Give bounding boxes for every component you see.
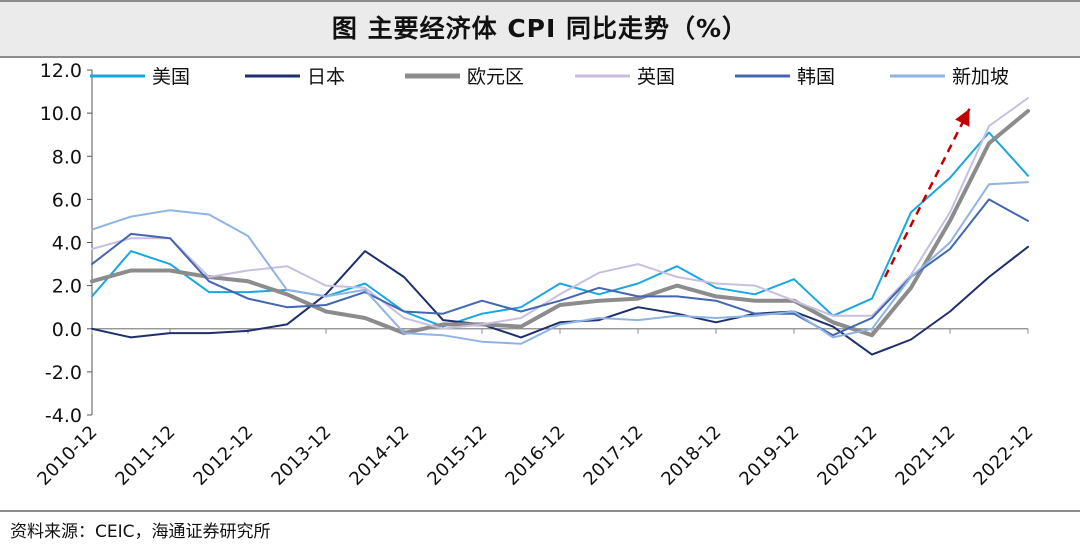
y-tick-label: 12.0	[40, 60, 82, 82]
legend-label: 新加坡	[952, 66, 1009, 88]
y-tick-label: 2.0	[52, 276, 82, 298]
annotation-group	[883, 108, 971, 278]
y-tick-label: 4.0	[52, 233, 82, 255]
y-tick-label: 8.0	[52, 146, 82, 168]
x-tick-label: 2011-12	[111, 422, 179, 490]
x-tick-label: 2022-12	[969, 422, 1037, 490]
legend-group: 美国 日本 欧元区 英国 韩国 新加坡	[90, 66, 1009, 88]
x-tick-label: 2014-12	[345, 422, 413, 490]
y-tick-label: -2.0	[45, 362, 82, 384]
source-note: 资料来源：CEIC，海通证券研究所	[10, 522, 271, 542]
legend-label: 韩国	[797, 66, 835, 88]
trend-arrow-head	[955, 108, 970, 127]
x-tick-label: 2012-12	[189, 422, 257, 490]
y-tick-label: 6.0	[52, 189, 82, 211]
x-tick-label: 2013-12	[267, 422, 335, 490]
series-line-4	[91, 198, 1029, 337]
legend-label: 英国	[637, 66, 675, 88]
legend-label: 日本	[307, 66, 345, 88]
legend-label: 欧元区	[467, 66, 524, 88]
x-tick-label: 2015-12	[423, 422, 491, 490]
legend-label: 美国	[152, 66, 190, 88]
y-tick-label: -4.0	[45, 405, 82, 427]
y-tick-label: 0.0	[52, 319, 82, 341]
x-tick-label: 2018-12	[657, 422, 725, 490]
series-line-5	[91, 181, 1029, 345]
x-tick-label: 2020-12	[813, 422, 881, 490]
x-tick-label: 2016-12	[501, 422, 569, 490]
series-line-0	[91, 131, 1029, 328]
x-tick-label: 2017-12	[579, 422, 647, 490]
chart-title-bar: 图 主要经济体 CPI 同比走势（%）	[0, 0, 1080, 58]
bottom-rule	[0, 510, 1080, 512]
series-line-3	[91, 97, 1029, 330]
series-line-2	[90, 109, 1030, 338]
x-tick-label: 2021-12	[891, 422, 959, 490]
series-line-1	[91, 245, 1029, 356]
series-lines-group	[90, 97, 1030, 356]
y-tick-label: 10.0	[40, 103, 82, 125]
x-tick-label: 2010-12	[33, 422, 101, 490]
trend-arrow-shaft	[883, 108, 971, 278]
chart-title: 图 主要经济体 CPI 同比走势（%）	[331, 14, 749, 43]
x-tick-label: 2019-12	[735, 422, 803, 490]
